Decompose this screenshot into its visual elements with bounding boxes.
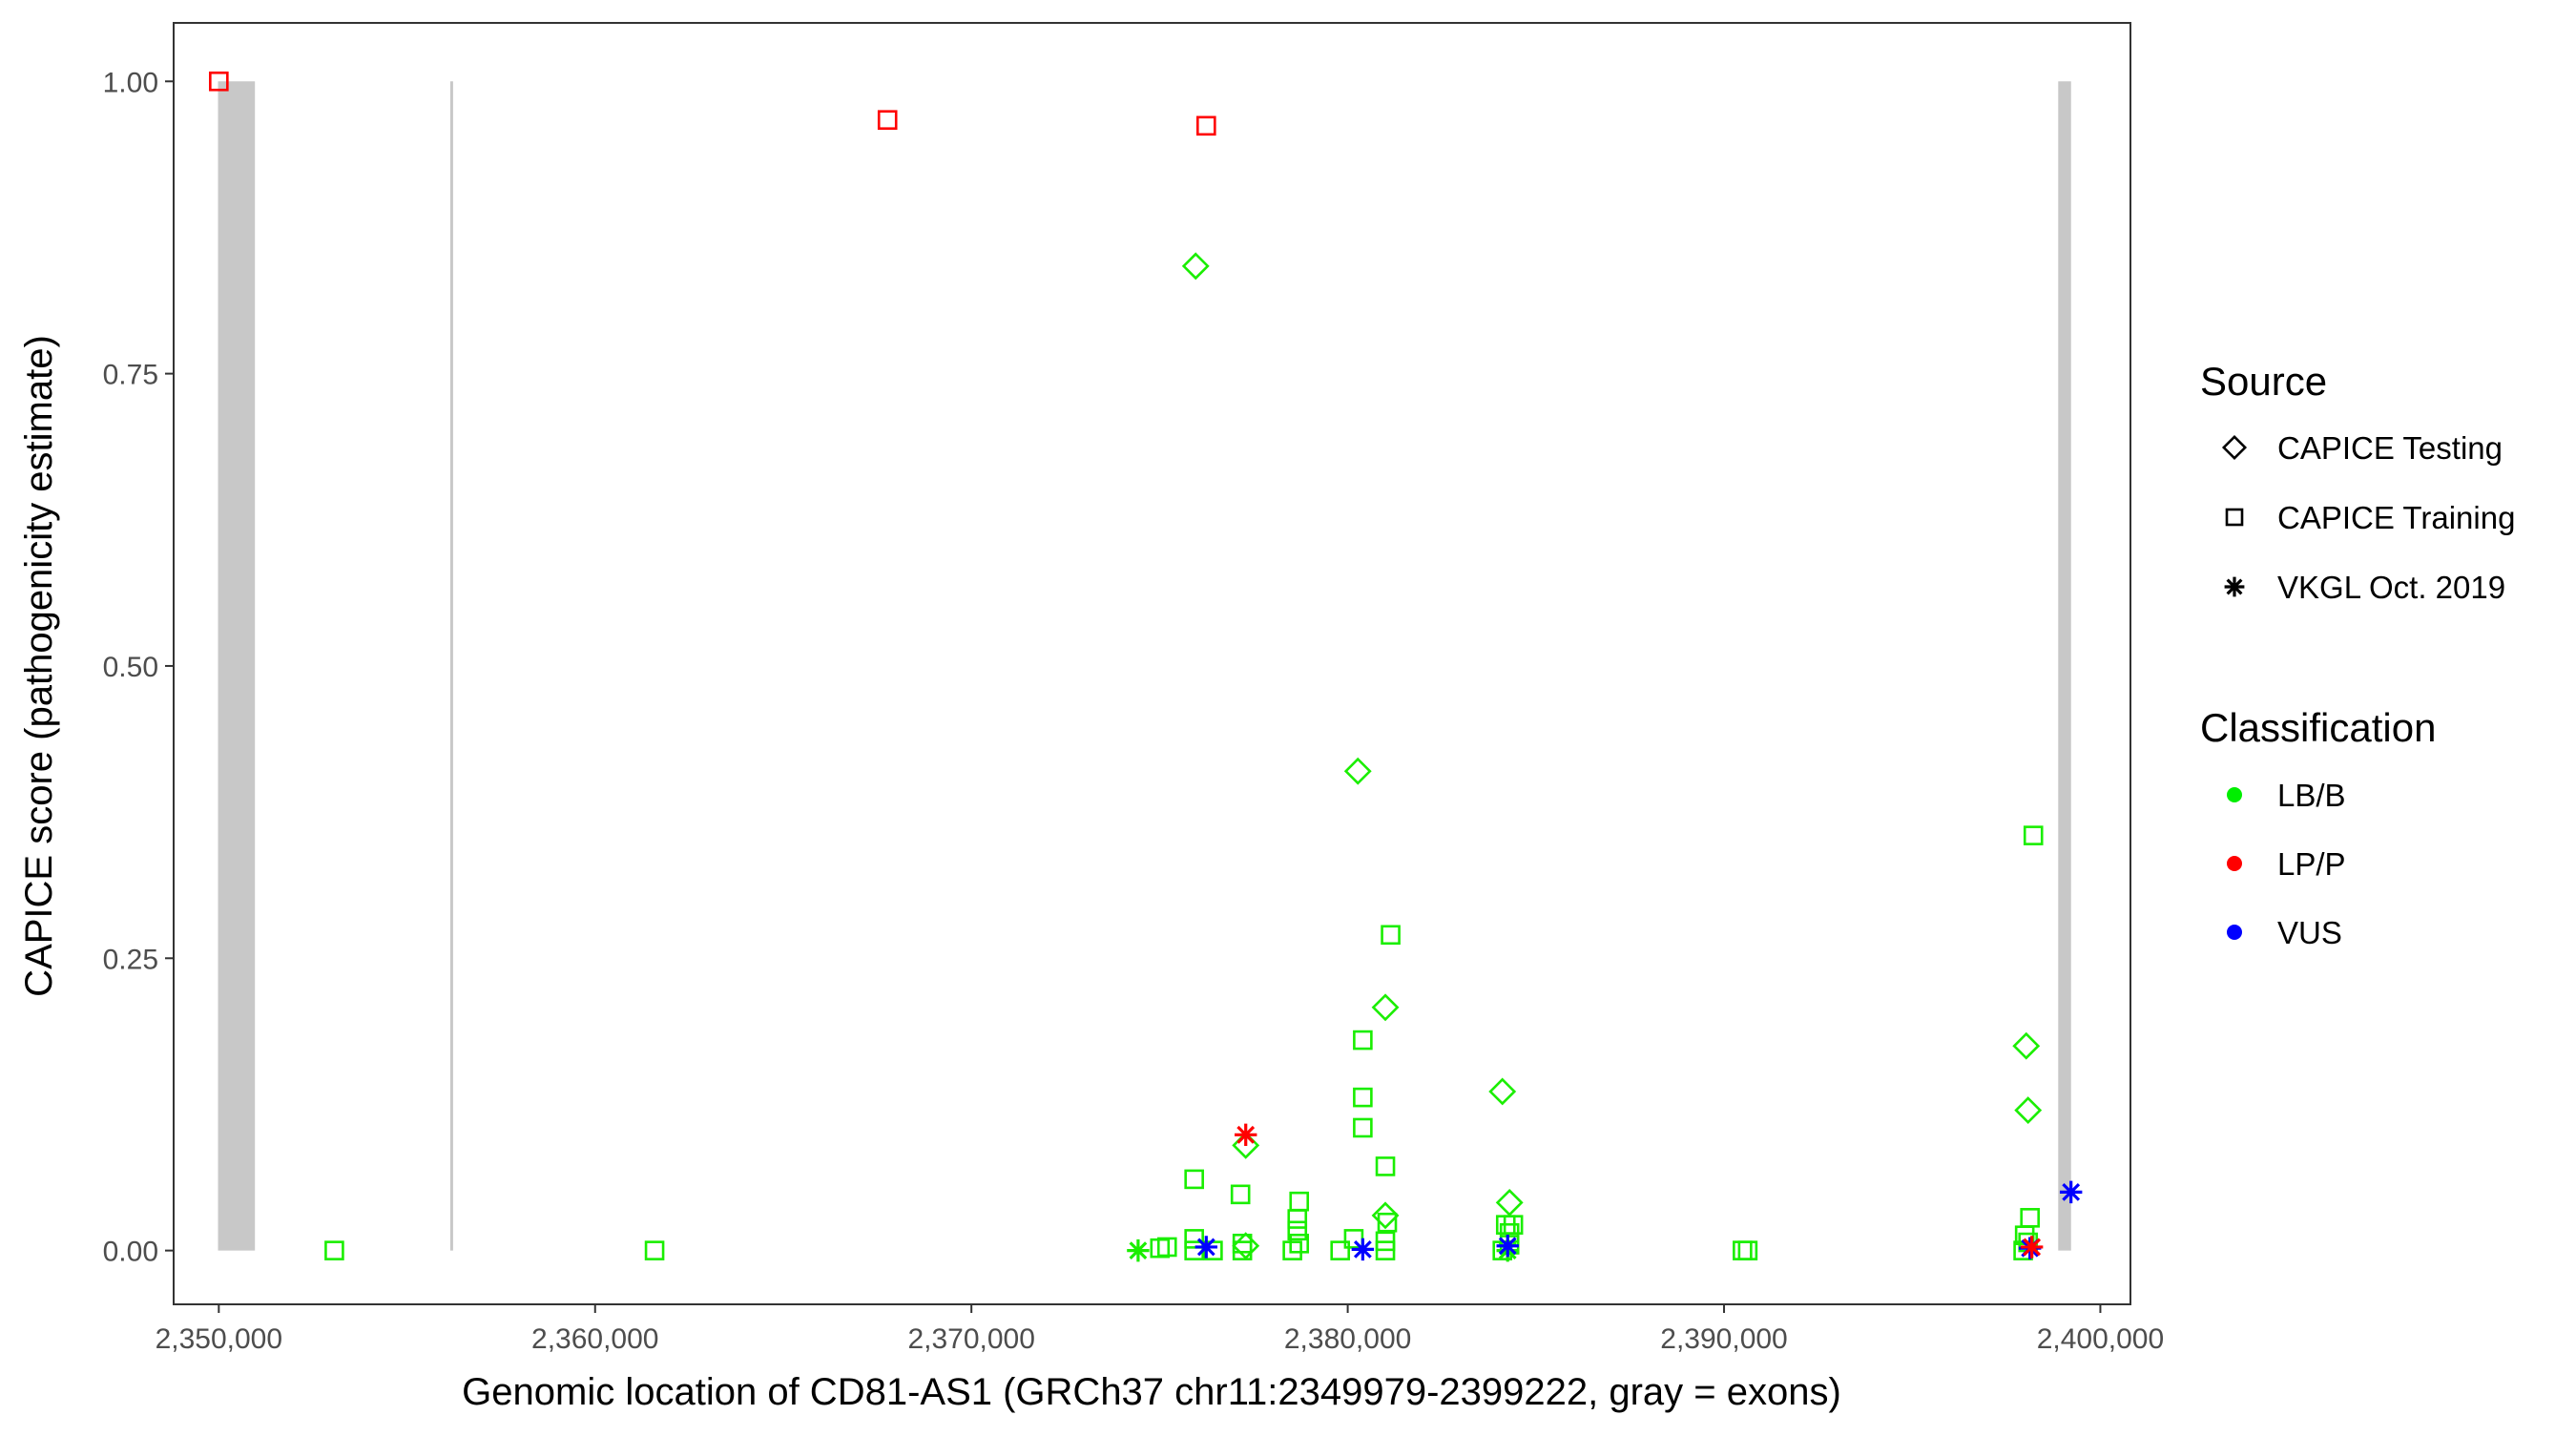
data-point-square (1184, 1169, 1204, 1190)
data-point-square (1375, 1156, 1396, 1176)
legend-class-label: VUS (2277, 915, 2342, 950)
legend-source-label: CAPICE Training (2277, 500, 2515, 535)
x-axis-title: Genomic location of CD81-AS1 (GRCh37 chr… (462, 1371, 1841, 1413)
data-point-diamond (1495, 1188, 1524, 1217)
data-point-square (1377, 1212, 1398, 1233)
data-points (209, 71, 2083, 1262)
y-tick-label: 0.50 (103, 652, 158, 683)
data-point-square (1353, 1117, 1373, 1138)
data-point-star (1195, 1236, 1217, 1259)
data-point-diamond (1371, 1201, 1400, 1230)
data-point-square (324, 1240, 344, 1260)
data-point-diamond (1371, 993, 1400, 1022)
legend-diamond-icon (2221, 434, 2248, 461)
y-tick-label: 1.00 (103, 67, 158, 98)
x-tick-label: 2,380,000 (1284, 1323, 1411, 1355)
x-tick-label: 2,360,000 (531, 1323, 658, 1355)
data-point-square (1287, 1220, 1308, 1241)
data-point-square (1353, 1087, 1373, 1108)
data-point-square (1737, 1240, 1758, 1260)
data-point-star (2059, 1180, 2083, 1204)
legend-dot-icon (2227, 925, 2242, 940)
data-point-star (1351, 1238, 1375, 1261)
data-point-square (1232, 1233, 1253, 1254)
y-tick-label: 0.00 (103, 1237, 158, 1268)
data-point-square (1353, 1030, 1373, 1051)
data-point-square (644, 1240, 665, 1260)
legend-class-label: LP/P (2277, 846, 2346, 882)
data-point-square (1184, 1229, 1204, 1249)
legend-dot-icon (2227, 787, 2242, 802)
data-point-square (1381, 925, 1401, 946)
y-axis-title: CAPICE score (pathogenicity estimate) (18, 335, 60, 997)
x-tick-label: 2,400,000 (2037, 1323, 2164, 1355)
data-point-square (1375, 1231, 1396, 1252)
legend-source-label: CAPICE Testing (2277, 430, 2503, 466)
legend-classification-title: Classification (2200, 705, 2436, 750)
legend-star-icon (2224, 576, 2245, 597)
x-tick-label: 2,350,000 (156, 1323, 282, 1355)
y-axis: 0.00 0.25 0.50 0.75 1.00 (103, 67, 174, 1268)
data-point-square (1156, 1237, 1177, 1258)
y-tick-label: 0.75 (103, 360, 158, 391)
data-point-star (1235, 1123, 1257, 1147)
exon-band (2058, 81, 2071, 1251)
legend-dot-icon (2227, 856, 2242, 871)
x-tick-label: 2,370,000 (907, 1323, 1034, 1355)
legend-square-icon (2225, 508, 2244, 527)
data-point-diamond (1343, 757, 1372, 785)
exon-band (218, 81, 256, 1251)
data-point-star (1127, 1238, 1150, 1262)
x-tick-label: 2,390,000 (1660, 1323, 1787, 1355)
data-point-square (1282, 1240, 1302, 1260)
legend-source-label: VKGL Oct. 2019 (2277, 570, 2505, 605)
legend: Source CAPICE Testing CAPICE Training VKGL… (2200, 359, 2515, 950)
x-axis: 2,350,000 2,360,000 2,370,000 2,380,000 2,39… (156, 1304, 2164, 1355)
data-point-square (1287, 1209, 1308, 1229)
legend-class-label: LB/B (2277, 778, 2346, 813)
exon-bands (218, 81, 2071, 1251)
data-point-diamond (2012, 1031, 2041, 1060)
data-point-diamond (1488, 1077, 1517, 1106)
exon-band (449, 81, 453, 1251)
data-point-square (1330, 1240, 1351, 1260)
data-point-star (1496, 1235, 1519, 1258)
data-point-diamond (1181, 252, 1210, 281)
data-point-square (1230, 1184, 1251, 1205)
data-point-square (1499, 1222, 1520, 1243)
data-point-square (209, 71, 229, 92)
data-point-square (877, 110, 898, 131)
data-point-square (1195, 115, 1216, 136)
data-point-square (2023, 825, 2044, 845)
data-point-diamond (2014, 1096, 2043, 1125)
plot-panel-border (173, 22, 2131, 1305)
data-point-star (2020, 1236, 2044, 1259)
data-point-square (1289, 1233, 1310, 1254)
legend-source-title: Source (2200, 359, 2327, 404)
y-tick-label: 0.25 (103, 944, 158, 975)
